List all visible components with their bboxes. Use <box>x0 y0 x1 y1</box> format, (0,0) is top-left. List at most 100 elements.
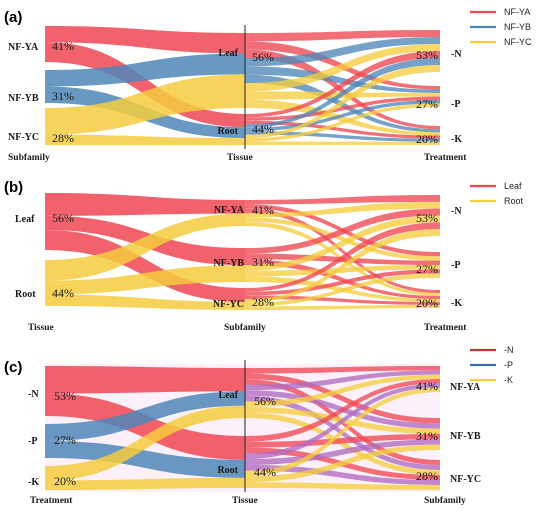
legend: Leaf Root <box>470 181 524 206</box>
legend-label: NF-YA <box>504 7 530 17</box>
legend: -N -P -K <box>470 345 514 385</box>
node-label: -N <box>451 49 462 60</box>
flow-red <box>245 295 440 305</box>
panel-label: (c) <box>4 359 22 376</box>
flow-red <box>45 193 245 216</box>
axis-title: Subfamily <box>8 153 50 163</box>
flow-red <box>45 393 245 460</box>
node-percent: 53% <box>416 211 438 225</box>
axis-title: Tissue <box>227 153 253 163</box>
flow-yellow <box>245 103 440 142</box>
flow-blue <box>245 131 440 142</box>
legend: NF-YA NF-YB NF-YC <box>470 7 532 47</box>
flow-red <box>245 434 440 448</box>
flow-yellow <box>45 477 245 490</box>
node-percent: 20% <box>416 296 438 310</box>
flow-yellow <box>245 387 440 477</box>
node-label: Root <box>217 126 238 137</box>
node-percent: 41% <box>252 203 274 217</box>
node-label: NF-YA <box>8 42 39 53</box>
node-label: -N <box>28 389 39 400</box>
legend-label: -P <box>504 360 513 370</box>
flow-red <box>245 96 440 121</box>
flow-yellow <box>45 74 245 135</box>
panel-c: -N 53% -P 27% -K 20% Leaf 56% Root 44% NF-YA 41% NF-… <box>4 345 514 506</box>
panel-label: (a) <box>4 9 22 26</box>
flow-blue <box>45 391 245 441</box>
node-percent: 20% <box>54 474 76 488</box>
node-percent: 27% <box>54 433 76 447</box>
axis-title: Tissue <box>28 323 54 333</box>
node-label: NF-YC <box>450 474 481 485</box>
flow-red <box>245 379 440 442</box>
axis-title: Tissue <box>232 496 258 506</box>
flow-red <box>245 51 440 118</box>
node-label: -K <box>451 134 462 145</box>
flow-red <box>45 230 245 302</box>
flow-blue <box>245 66 440 93</box>
node-percent: 53% <box>54 389 76 403</box>
axis-title: Subfamily <box>224 323 266 333</box>
flow-yellow <box>45 265 245 295</box>
node-label: -K <box>451 298 462 309</box>
node-label: NF-YB <box>213 258 244 269</box>
flow-blue <box>245 439 440 465</box>
node-percent: 56% <box>254 394 276 408</box>
node-percent: 44% <box>252 122 274 136</box>
flow-yellow <box>245 201 440 218</box>
flow-yellow <box>45 134 245 145</box>
flow-yellow <box>245 265 440 277</box>
legend-label: Root <box>504 196 524 206</box>
legend-label: NF-YB <box>504 22 531 32</box>
node-percent: 41% <box>52 39 74 53</box>
flow-yellow <box>45 213 245 281</box>
node-percent: 53% <box>416 48 438 62</box>
node-percent: 56% <box>252 50 274 64</box>
node-label: NF-YA <box>214 205 245 216</box>
flow-blue <box>245 100 440 132</box>
node-percent: 41% <box>416 379 438 393</box>
flow-yellow <box>245 305 440 310</box>
flow-blue <box>245 383 440 460</box>
flow-blue <box>245 58 440 128</box>
flow-red <box>45 26 245 54</box>
node-label: NF-YA <box>450 382 481 393</box>
flow-red <box>245 49 440 130</box>
flow-blue <box>45 53 245 87</box>
legend-label: Leaf <box>504 181 522 191</box>
flow-red <box>245 195 440 205</box>
node-label: -P <box>451 260 460 271</box>
flow-yellow <box>45 405 245 481</box>
node-percent: 44% <box>52 286 74 300</box>
node-label: Root <box>15 289 36 300</box>
node-label: Leaf <box>219 390 239 401</box>
sankey-panels: NF-YA 41% NF-YB 31% NF-YC 28% Leaf 56% Root 44% -N… <box>4 7 532 506</box>
flow-yellow <box>245 141 440 145</box>
flow-blue <box>45 441 245 478</box>
legend-label: -N <box>504 345 514 355</box>
legend-label: NF-YC <box>504 37 532 47</box>
flow-red <box>245 30 440 42</box>
flow-yellow <box>45 294 245 310</box>
node-percent: 20% <box>416 132 438 146</box>
node-label: Leaf <box>15 214 35 225</box>
node-label: NF-YC <box>8 132 39 143</box>
node-label: Root <box>217 465 238 476</box>
node-label: -P <box>28 436 37 447</box>
node-percent: 27% <box>416 97 438 111</box>
node-label: Leaf <box>219 48 239 59</box>
flow-yellow <box>245 374 440 407</box>
node-percent: 27% <box>416 262 438 276</box>
node-percent: 28% <box>252 295 274 309</box>
flow-yellow <box>245 273 440 307</box>
panel-a: NF-YA 41% NF-YB 31% NF-YC 28% Leaf 56% Root 44% -N… <box>4 7 532 163</box>
flow-yellow <box>245 65 440 139</box>
panel-label: (b) <box>4 179 23 196</box>
node-label: -N <box>451 206 462 217</box>
panel-b: Leaf 56% Root 44% NF-YA 41% NF-YB 31% NF-YC 28% -N… <box>4 179 524 333</box>
node-percent: 28% <box>52 131 74 145</box>
node-percent: 31% <box>416 429 438 443</box>
flow-yellow <box>245 215 440 271</box>
axis-title: Treatment <box>30 496 73 506</box>
